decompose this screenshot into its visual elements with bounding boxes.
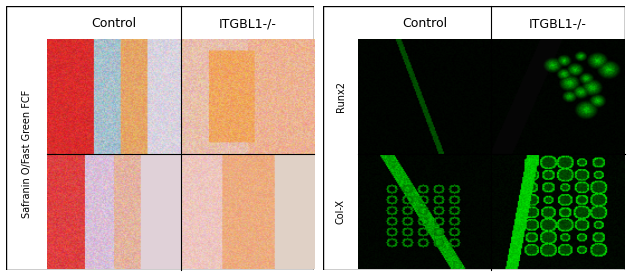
Text: ITGBL1-/-: ITGBL1-/- (219, 17, 276, 30)
Text: Control: Control (402, 17, 447, 30)
Text: Col-X: Col-X (336, 199, 345, 224)
Text: Control: Control (91, 17, 136, 30)
Text: Runx2: Runx2 (336, 81, 345, 112)
Text: Safranin O/Fast Green FCF: Safranin O/Fast Green FCF (22, 90, 31, 218)
Text: ITGBL1-/-: ITGBL1-/- (529, 17, 587, 30)
